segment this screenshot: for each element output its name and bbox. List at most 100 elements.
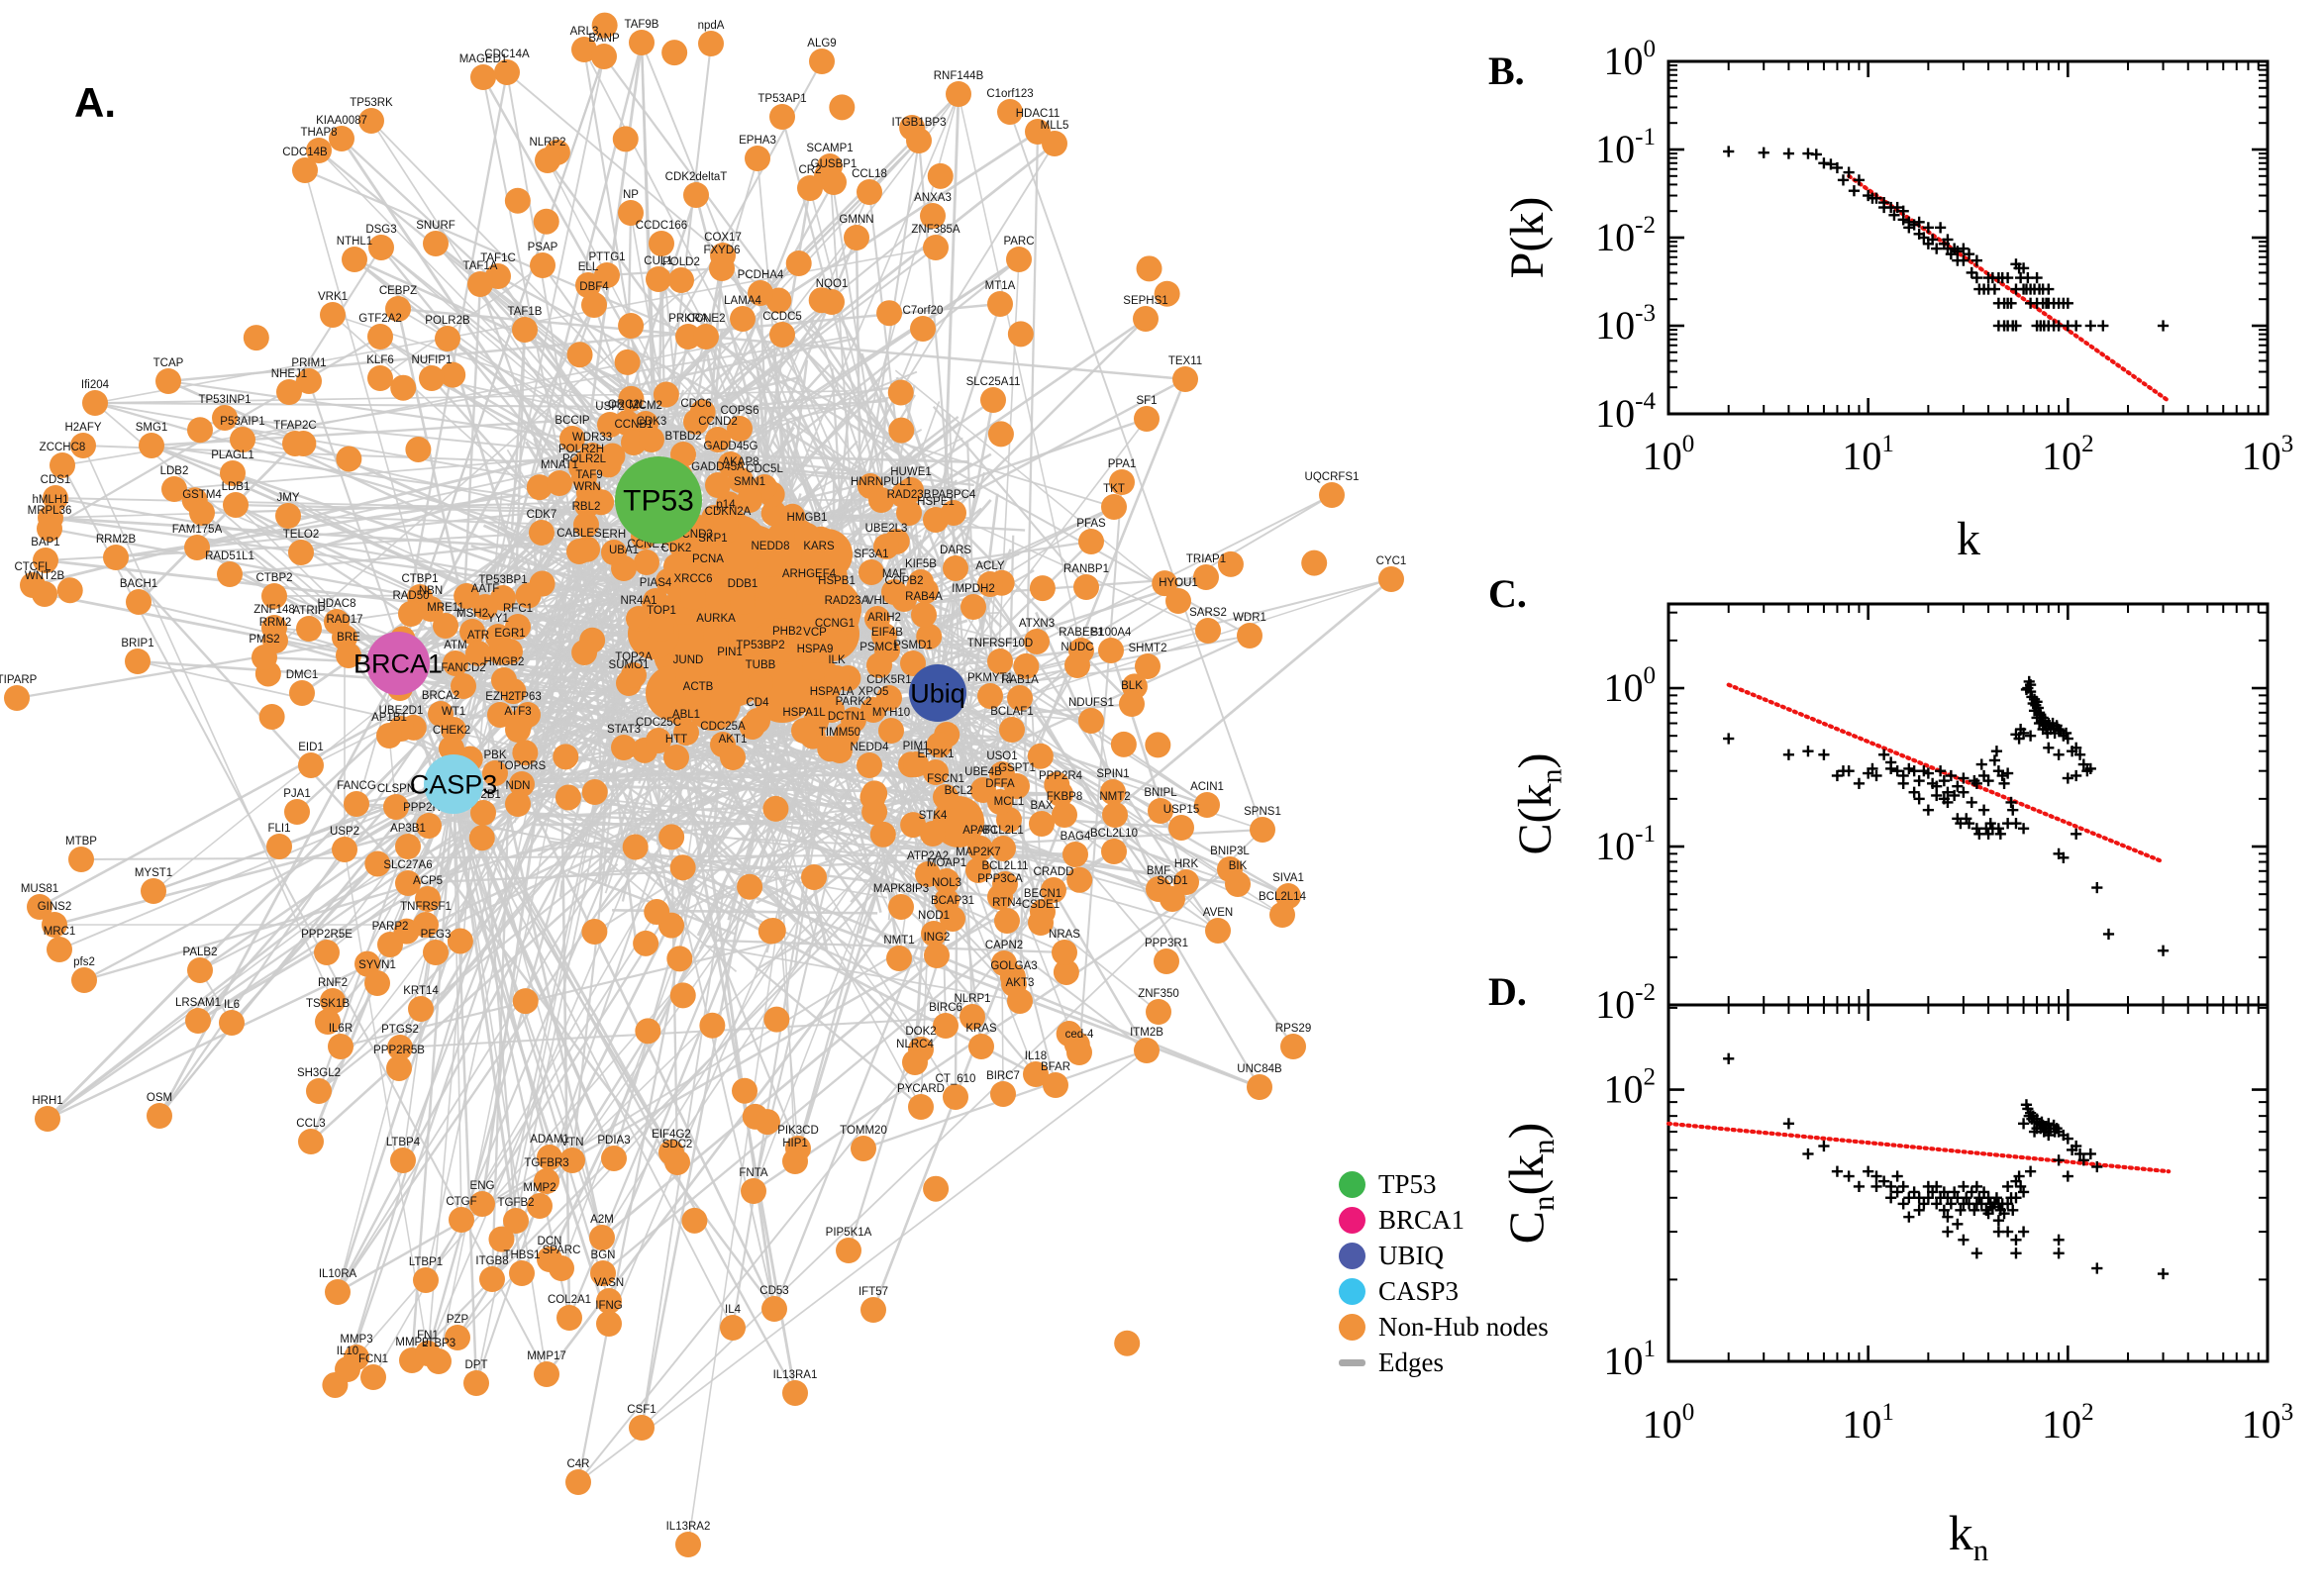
node-label: CRADD (1034, 866, 1074, 878)
network-node (459, 619, 485, 645)
node-label: ANXA3 (914, 192, 952, 204)
node-label: RAB4A (905, 591, 943, 603)
network-node (161, 476, 187, 502)
node-label: FSCN1 (927, 773, 964, 785)
node-label: ELL (578, 261, 599, 273)
network-node (575, 272, 601, 298)
network-node (923, 235, 949, 260)
node-label: KLF6 (366, 354, 394, 366)
network-node (695, 564, 721, 590)
network-node (926, 732, 953, 758)
node-label: SMG1 (136, 422, 168, 434)
node-label: RABEP1 (1059, 627, 1103, 639)
network-node (1027, 743, 1054, 769)
node-label: CTBP2 (255, 572, 292, 584)
network-node (441, 717, 466, 743)
node-label: PEG3 (421, 929, 452, 941)
node-label: DBF4 (579, 281, 609, 293)
network-node (418, 596, 444, 622)
node-label: IL13RA1 (773, 1369, 818, 1381)
network-node (649, 616, 674, 642)
node-label: BCLAF1 (990, 706, 1033, 718)
node-label: PARK2 (836, 696, 872, 708)
node-label: ORC2L (608, 399, 647, 411)
node-label: BCL2L14 (1259, 891, 1307, 903)
network-node (530, 252, 556, 278)
network-node (243, 325, 269, 351)
node-label: WT1 (442, 706, 465, 718)
network-node (590, 1260, 616, 1286)
network-node (1135, 653, 1161, 679)
node-label: RNF2 (318, 977, 348, 989)
node-label: TIPARP (0, 674, 38, 686)
node-label: SOD1 (1157, 875, 1187, 887)
hub-label-tp53: TP53 (623, 485, 694, 518)
network-node (415, 1341, 441, 1366)
network-node (801, 864, 828, 891)
node-label: RRM2B (96, 534, 137, 546)
network-node (487, 702, 513, 728)
network-node (664, 1149, 690, 1175)
y-axis-title-c: C(kn​) (1509, 753, 1568, 855)
node-label: VTN (561, 1137, 584, 1148)
node-label: CDC5L (746, 463, 783, 475)
network-node (857, 179, 882, 205)
network-node (212, 405, 238, 431)
network-node (599, 443, 626, 469)
network-node (769, 104, 795, 130)
network-node (292, 157, 318, 183)
node-label: GSPT1 (998, 762, 1036, 774)
node-label: BNIP3L (1210, 846, 1250, 857)
network-node (821, 169, 847, 195)
network-node (900, 812, 927, 839)
node-label: CTBP1 (401, 573, 438, 585)
node-label: BAP1 (31, 537, 59, 549)
network-node (70, 433, 96, 458)
node-label: SF1 (1136, 395, 1157, 407)
network-node (794, 523, 820, 549)
node-label: pfs2 (73, 956, 95, 968)
node-label: GINS2 (38, 901, 72, 913)
network-node (266, 834, 292, 859)
node-label: IFT57 (858, 1286, 888, 1298)
node-label: CTGF (446, 1196, 476, 1208)
network-node (806, 551, 832, 577)
network-node (1165, 588, 1191, 614)
node-label: BIK (1229, 860, 1248, 872)
node-label: ACLY (975, 560, 1005, 572)
node-label: OSM (147, 1092, 172, 1104)
node-label: LAMA4 (724, 295, 761, 307)
network-node (730, 306, 756, 332)
node-label: CTCFL (14, 561, 51, 573)
node-label: HSPA9 (797, 644, 834, 655)
network-node (571, 640, 598, 666)
network-node (529, 570, 556, 597)
network-node (223, 492, 249, 518)
network-node (42, 912, 67, 938)
node-label: BMF (1147, 865, 1170, 877)
node-label: VASN (594, 1277, 624, 1289)
node-label: SPNS1 (1244, 806, 1281, 818)
network-node (559, 1147, 585, 1173)
network-node (809, 49, 835, 74)
network-node (435, 326, 460, 351)
network-node (911, 602, 937, 628)
network-node (829, 94, 856, 121)
network-node (405, 436, 432, 462)
node-label: SMN1 (734, 476, 765, 488)
network-node (860, 697, 886, 723)
panel-d-points (1723, 1052, 2170, 1280)
network-node (581, 779, 608, 806)
node-label: RAD51L1 (205, 550, 254, 562)
node-label: SLC25A11 (966, 376, 1021, 388)
x-tick-label: 101​ (1842, 431, 1894, 478)
panel-a-label: A. (74, 79, 116, 126)
network-node (933, 1013, 959, 1039)
network-node (364, 970, 390, 996)
network-node (220, 460, 246, 486)
network-node (718, 451, 744, 477)
node-label: DDB1 (728, 578, 758, 590)
node-label: NLRP1 (954, 993, 990, 1005)
network-node (741, 1178, 766, 1204)
network-node (368, 235, 394, 260)
